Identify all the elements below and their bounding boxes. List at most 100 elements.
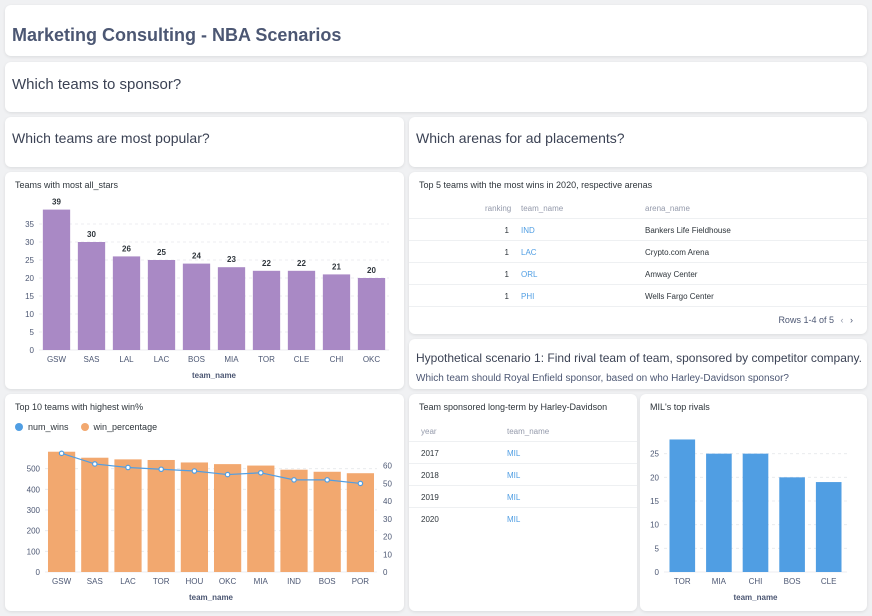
data-label: 30: [87, 230, 96, 239]
data-label: 21: [332, 262, 341, 271]
x-tick-label: IND: [287, 577, 301, 586]
bar: [213, 464, 242, 572]
chart-title[interactable]: Top 10 teams with highest win%: [15, 402, 144, 412]
column-header-ranking[interactable]: ranking: [485, 204, 512, 213]
legend-dot: [15, 423, 23, 431]
y-tick-label-right: 50: [383, 479, 392, 488]
arena-cell: Crypto.com Arena: [645, 248, 710, 257]
ranking-cell: 1: [504, 248, 509, 257]
y-tick-label-left: 500: [27, 465, 41, 474]
next-page-icon[interactable]: ›: [850, 315, 853, 325]
line-point: [224, 471, 231, 478]
bar: [147, 459, 175, 572]
y-tick-label: 20: [25, 274, 34, 283]
ranking-cell: 1: [504, 226, 509, 235]
team-link[interactable]: PHI: [521, 292, 535, 301]
scenario-subtext: Which team should Royal Enfield sponsor,…: [416, 373, 789, 384]
bar: [322, 274, 351, 350]
legend-item-win-percentage[interactable]: win_percentage: [80, 422, 157, 432]
column-header-team-name[interactable]: team_name: [521, 204, 564, 213]
line-point: [92, 461, 98, 467]
x-tick-label: CLE: [821, 577, 837, 586]
data-label: 23: [227, 255, 236, 264]
y-tick-label-left: 100: [27, 547, 41, 556]
y-tick-label-left: 400: [27, 485, 41, 494]
y-tick-label: 35: [25, 220, 34, 229]
team-link[interactable]: MIL: [507, 515, 521, 524]
x-tick-label: BOS: [188, 355, 205, 364]
data-label: 22: [297, 259, 306, 268]
scenario-heading: Hypothetical scenario 1: Find rival team…: [416, 351, 862, 365]
table-header-row: ranking team_name arena_name: [409, 197, 867, 219]
x-tick-label: TOR: [153, 577, 170, 586]
x-axis-label: team_name: [189, 593, 234, 602]
dashboard-title: Marketing Consulting - NBA Scenarios: [12, 25, 342, 45]
y-tick-label-right: 20: [383, 533, 392, 542]
bar: [779, 477, 805, 572]
question-heading: Which teams to sponsor?: [12, 76, 182, 93]
chart-title[interactable]: Teams with most all_stars: [15, 180, 119, 190]
line-point: [357, 480, 364, 487]
num-wins-line: [61, 452, 361, 485]
data-label: 26: [122, 244, 131, 253]
column-header-arena-name[interactable]: arena_name: [645, 204, 690, 213]
rows-count: Rows 1-4 of 5: [778, 315, 834, 325]
chart-title[interactable]: MIL's top rivals: [650, 402, 710, 412]
bar: [147, 260, 176, 350]
y-tick-label: 5: [655, 544, 660, 553]
y-tick-label: 15: [25, 292, 34, 301]
legend-label: num_wins: [28, 422, 69, 432]
bar: [669, 439, 696, 572]
bar: [42, 209, 71, 350]
team-link[interactable]: IND: [521, 226, 535, 235]
x-tick-label: CHI: [330, 355, 344, 364]
bar: [357, 278, 386, 350]
rivals-chart-card: MIL's top rivals 0 5 10 15 20 25 TOR MIA CHI BOS C…: [640, 394, 867, 611]
column-header-year[interactable]: year: [421, 427, 437, 436]
scenario-card: Hypothetical scenario 1: Find rival team…: [409, 339, 867, 389]
chart-legend: num_wins win_percentage: [15, 422, 157, 432]
x-axis-label: team_name: [733, 593, 778, 602]
bar: [217, 267, 246, 350]
table-header-row: year team_name: [409, 420, 637, 442]
bar: [742, 453, 769, 572]
win-percentage-chart-card: Top 10 teams with highest win% num_wins …: [5, 394, 404, 611]
table-title[interactable]: Top 5 teams with the most wins in 2020, …: [419, 180, 653, 190]
all-stars-bar-chart: 0 5 10 15 20 25 30 35 39 GSW 30 SAS 26 LAL 25 LAC 24 BOS 2…: [25, 198, 389, 380]
team-link[interactable]: LAC: [521, 248, 537, 257]
popular-heading: Which teams are most popular?: [12, 130, 210, 146]
bar: [112, 256, 141, 350]
title-card: Marketing Consulting - NBA Scenarios: [5, 5, 867, 56]
y-tick-label: 15: [650, 497, 659, 506]
y-tick-label-right: 0: [383, 568, 388, 577]
data-label: 22: [262, 259, 271, 268]
data-label: 25: [157, 248, 166, 257]
table-title[interactable]: Team sponsored long-term by Harley-David…: [419, 402, 608, 412]
team-link[interactable]: MIL: [507, 449, 521, 458]
x-tick-label: GSW: [47, 355, 67, 364]
x-tick-label: CHI: [749, 577, 763, 586]
x-tick-label: HOU: [186, 577, 204, 586]
ranking-cell: 1: [504, 270, 509, 279]
y-tick-label: 20: [650, 473, 659, 482]
x-tick-label: LAC: [120, 577, 136, 586]
x-tick-label: LAL: [119, 355, 134, 364]
column-header-team-name[interactable]: team_name: [507, 427, 550, 436]
y-tick-label: 5: [30, 328, 35, 337]
previous-page-icon[interactable]: ‹: [840, 315, 844, 325]
all-stars-chart-card: Teams with most all_stars 0 5 10 15 20 25 30 35…: [5, 172, 404, 389]
bar: [77, 242, 106, 350]
arenas-heading-card: Which arenas for ad placements?: [409, 117, 867, 167]
team-link[interactable]: ORL: [521, 270, 538, 279]
question-card: Which teams to sponsor?: [5, 62, 867, 112]
team-link[interactable]: MIL: [507, 471, 521, 480]
y-tick-label-left: 0: [36, 568, 41, 577]
team-link[interactable]: MIL: [507, 493, 521, 502]
x-tick-label: GSW: [52, 577, 72, 586]
legend-item-num-wins[interactable]: num_wins: [15, 422, 69, 432]
x-tick-label: CLE: [294, 355, 310, 364]
y-tick-label-right: 40: [383, 497, 392, 506]
data-label: 24: [192, 252, 201, 261]
x-tick-label: TOR: [258, 355, 275, 364]
bar: [280, 469, 308, 572]
